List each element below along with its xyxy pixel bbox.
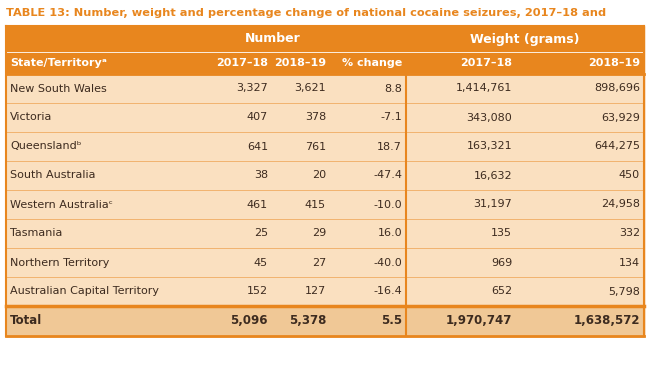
Text: 20: 20	[312, 171, 326, 180]
Bar	[6, 277, 644, 306]
Text: South Australia: South Australia	[10, 171, 96, 180]
Text: 450: 450	[619, 171, 640, 180]
Text: 31,197: 31,197	[473, 199, 512, 209]
Text: -7.1: -7.1	[380, 112, 402, 123]
Text: 343,080: 343,080	[466, 112, 512, 123]
Text: 16,632: 16,632	[473, 171, 512, 180]
Text: 63,929: 63,929	[601, 112, 640, 123]
Text: 24,958: 24,958	[601, 199, 640, 209]
Text: Number: Number	[245, 33, 301, 45]
Bar	[6, 26, 644, 336]
Text: -16.4: -16.4	[373, 287, 402, 296]
Bar	[6, 132, 644, 161]
Text: 415: 415	[305, 199, 326, 209]
Text: 461: 461	[247, 199, 268, 209]
Text: Total: Total	[10, 314, 42, 328]
Text: 378: 378	[305, 112, 326, 123]
Text: Australian Capital Territory: Australian Capital Territory	[10, 287, 159, 296]
Text: -40.0: -40.0	[373, 258, 402, 268]
Text: 407: 407	[247, 112, 268, 123]
Text: 898,696: 898,696	[594, 83, 640, 93]
Text: 127: 127	[305, 287, 326, 296]
Text: 1,414,761: 1,414,761	[456, 83, 512, 93]
Bar	[6, 190, 644, 219]
Text: 332: 332	[619, 228, 640, 239]
Text: 969: 969	[491, 258, 512, 268]
Text: 25: 25	[254, 228, 268, 239]
Text: Weight (grams): Weight (grams)	[470, 33, 580, 45]
Text: 3,327: 3,327	[236, 83, 268, 93]
Text: 163,321: 163,321	[467, 142, 512, 152]
Text: Western Australiaᶜ: Western Australiaᶜ	[10, 199, 113, 209]
Text: 134: 134	[619, 258, 640, 268]
Bar	[0, 0, 650, 26]
Text: New South Wales: New South Wales	[10, 83, 107, 93]
Text: Northern Territory: Northern Territory	[10, 258, 109, 268]
Text: 45: 45	[254, 258, 268, 268]
Text: 761: 761	[305, 142, 326, 152]
Text: 5.5: 5.5	[381, 314, 402, 328]
Bar	[6, 306, 644, 336]
Text: 1,638,572: 1,638,572	[573, 314, 640, 328]
Text: Queenslandᵇ: Queenslandᵇ	[10, 142, 81, 152]
Text: 2018–19: 2018–19	[274, 58, 326, 68]
Text: 8.8: 8.8	[384, 83, 402, 93]
Text: 5,798: 5,798	[608, 287, 640, 296]
Bar	[6, 103, 644, 132]
Text: State/Territoryᵃ: State/Territoryᵃ	[10, 58, 107, 68]
Text: Victoria: Victoria	[10, 112, 53, 123]
Text: 135: 135	[491, 228, 512, 239]
Bar	[6, 161, 644, 190]
Text: 652: 652	[491, 287, 512, 296]
Text: TABLE 13: Number, weight and percentage change of national cocaine seizures, 201: TABLE 13: Number, weight and percentage …	[6, 8, 606, 18]
Bar	[6, 219, 644, 248]
Text: 38: 38	[254, 171, 268, 180]
Text: 152: 152	[247, 287, 268, 296]
Text: 1,970,747: 1,970,747	[446, 314, 512, 328]
Text: 16.0: 16.0	[378, 228, 402, 239]
Text: 18.7: 18.7	[377, 142, 402, 152]
Bar	[6, 248, 644, 277]
Text: 27: 27	[312, 258, 326, 268]
Text: 644,275: 644,275	[594, 142, 640, 152]
Text: 29: 29	[312, 228, 326, 239]
Bar	[6, 74, 644, 103]
Text: -10.0: -10.0	[373, 199, 402, 209]
Text: 5,096: 5,096	[231, 314, 268, 328]
Text: 2017–18: 2017–18	[216, 58, 268, 68]
Text: Tasmania: Tasmania	[10, 228, 62, 239]
Text: 5,378: 5,378	[289, 314, 326, 328]
Text: 3,621: 3,621	[294, 83, 326, 93]
Text: % change: % change	[342, 58, 402, 68]
Text: 2018–19: 2018–19	[588, 58, 640, 68]
Text: 641: 641	[247, 142, 268, 152]
Text: 2017–18: 2017–18	[460, 58, 512, 68]
Text: -47.4: -47.4	[373, 171, 402, 180]
